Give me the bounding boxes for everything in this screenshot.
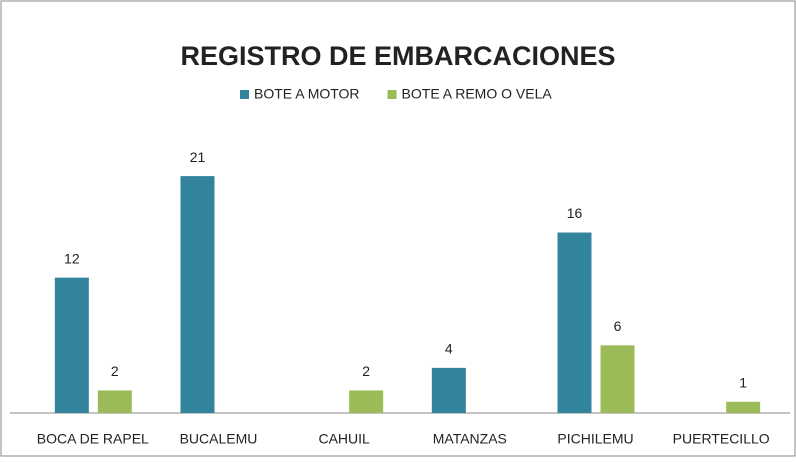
- x-tick-label: MATANZAS: [433, 431, 507, 447]
- data-label: 4: [445, 341, 453, 357]
- data-label: 2: [362, 363, 370, 379]
- bar: [97, 390, 132, 413]
- x-tick-label: BOCA DE RAPEL: [37, 431, 149, 447]
- x-tick-label: PUERTECILLO: [673, 431, 770, 447]
- chart-title: REGISTRO DE EMBARCACIONES: [180, 41, 615, 71]
- data-label: 1: [739, 374, 747, 390]
- legend-label: BOTE A REMO O VELA: [402, 86, 553, 102]
- x-tick-label: CAHUIL: [318, 431, 370, 447]
- legend-swatch: [240, 90, 249, 99]
- data-label: 2: [111, 363, 119, 379]
- data-label: 6: [614, 318, 622, 334]
- data-label: 12: [64, 250, 80, 266]
- data-label: 21: [190, 149, 206, 165]
- x-tick-label: BUCALEMU: [180, 431, 258, 447]
- legend-swatch: [387, 90, 397, 99]
- x-tick-label: PICHILEMU: [557, 431, 633, 447]
- bar: [180, 176, 215, 413]
- bar: [54, 277, 89, 413]
- bar: [726, 401, 761, 413]
- bar: [600, 345, 635, 413]
- bar: [431, 367, 466, 413]
- data-label: 16: [567, 205, 583, 221]
- bar: [557, 232, 592, 413]
- bar: [349, 390, 384, 413]
- legend-label: BOTE A MOTOR: [254, 86, 360, 102]
